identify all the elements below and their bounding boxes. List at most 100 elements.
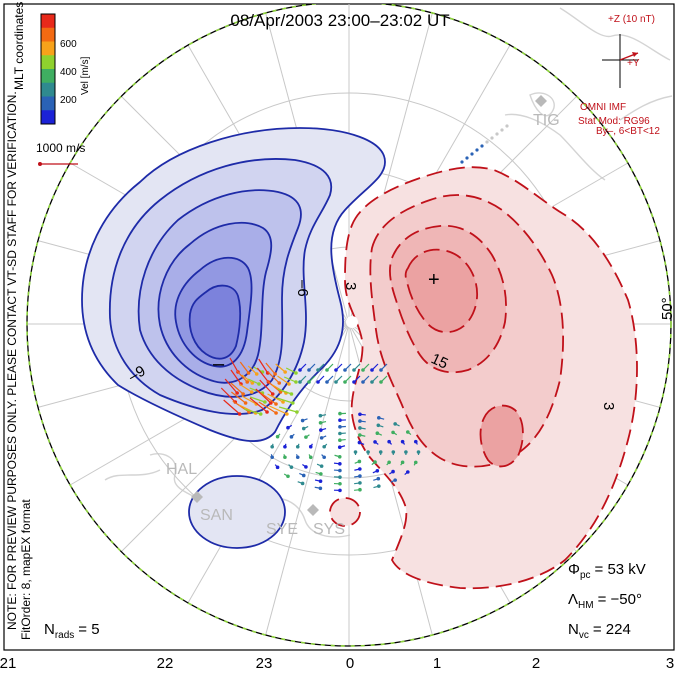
vector-scale: 1000 m/s	[36, 141, 85, 166]
vector-line	[323, 443, 328, 448]
vector-line	[400, 462, 404, 466]
vector-line	[283, 454, 286, 458]
station-marker-hal	[191, 491, 203, 503]
vector-line	[377, 432, 383, 436]
vector-line	[230, 369, 242, 385]
vector-point	[338, 411, 342, 416]
vector-line	[241, 374, 253, 384]
vector-line	[283, 473, 289, 477]
vector-line	[413, 462, 417, 466]
vector-line	[270, 454, 273, 458]
velocity-colorbar: 600 400 200 Vel [m/s]	[40, 13, 91, 125]
mlt-tick-23: 23	[256, 655, 273, 672]
vector-line	[247, 365, 258, 375]
vector-line	[317, 375, 325, 383]
vector-point	[270, 444, 274, 449]
vector-line	[249, 397, 268, 413]
vector-line	[359, 434, 366, 437]
vector-point	[338, 431, 342, 436]
vector-line	[241, 395, 257, 405]
colorbar-cell	[41, 96, 55, 111]
vector-line	[380, 363, 388, 371]
vector-point	[358, 474, 362, 478]
vector-point	[338, 468, 342, 473]
vector-line	[335, 375, 343, 383]
vector-point	[338, 461, 342, 466]
vector-line	[236, 370, 248, 383]
vector-line	[288, 464, 292, 468]
vector-line	[258, 358, 269, 374]
vector-line	[390, 479, 396, 483]
latitude-label: 50°	[659, 297, 676, 320]
vector-line	[243, 408, 261, 415]
station-san: SAN	[200, 507, 233, 524]
station-sye: SYE	[266, 521, 298, 538]
vector-line	[223, 399, 241, 415]
colorbar-tick-400: 400	[60, 67, 77, 78]
vector-point	[485, 140, 489, 144]
vector-line	[380, 375, 388, 383]
vector-line	[320, 420, 327, 424]
vector-point	[338, 488, 342, 493]
vector-line	[277, 433, 281, 438]
vector-line	[354, 482, 361, 485]
vector-line	[371, 375, 379, 383]
vector-point	[318, 420, 323, 425]
vector-line	[314, 486, 321, 489]
vector-point	[495, 132, 499, 136]
vector-point	[480, 144, 484, 148]
stat-model-bin: By–, 6<BT<12	[596, 126, 660, 137]
contour-label-pos-a: 3	[342, 282, 359, 290]
vector-line	[378, 417, 385, 420]
vector-line	[415, 441, 418, 445]
vector-line	[269, 405, 288, 415]
vector-line	[275, 363, 286, 373]
vector-point	[475, 148, 479, 152]
vector-line	[229, 357, 239, 373]
vector-line	[362, 375, 370, 383]
vector-line	[326, 375, 334, 383]
vector-line	[334, 454, 340, 458]
vector-line	[271, 443, 274, 447]
vector-line	[220, 387, 236, 403]
potential-max-marker: +	[428, 269, 440, 291]
vector-line	[267, 371, 280, 384]
fit-order-note: FitOrder: 8, mapEX format	[19, 499, 33, 640]
vector-line	[320, 428, 327, 431]
colorbar-tick-200: 200	[60, 95, 77, 106]
vector-line	[239, 361, 250, 374]
vector-line	[353, 363, 361, 371]
vector-line	[344, 375, 352, 383]
vector-line	[354, 475, 361, 478]
vector-line	[303, 425, 309, 430]
vector-point	[505, 124, 509, 128]
vector-line	[388, 441, 393, 445]
vector-line	[259, 379, 274, 395]
vector-line	[317, 363, 325, 371]
mlt-tick-2: 2	[532, 655, 540, 672]
vector-point	[319, 472, 323, 476]
vector-line	[378, 424, 384, 428]
vector-point	[358, 487, 362, 492]
mlt-tick-22: 22	[157, 655, 174, 672]
vector-line	[362, 363, 370, 371]
contour-label-neg-a: –6	[294, 280, 311, 297]
vector-line	[320, 414, 327, 417]
vector-line	[238, 383, 253, 393]
vector-line	[335, 363, 343, 371]
vector-line	[255, 388, 272, 404]
vector-point	[337, 454, 342, 459]
vector-line	[277, 388, 292, 395]
velocity-vectors	[220, 357, 421, 493]
vector-line	[321, 454, 325, 458]
colorbar-cell	[41, 27, 55, 42]
vector-line	[247, 378, 260, 385]
vector-line	[359, 413, 366, 416]
vector-line	[258, 401, 277, 414]
vector-line	[308, 375, 316, 383]
station-marker-tig	[535, 95, 547, 107]
negative-potential-cell	[81, 127, 386, 549]
contour-label-pos-c: 3	[600, 402, 617, 410]
vector-line	[326, 363, 334, 371]
vector-line	[295, 454, 299, 458]
